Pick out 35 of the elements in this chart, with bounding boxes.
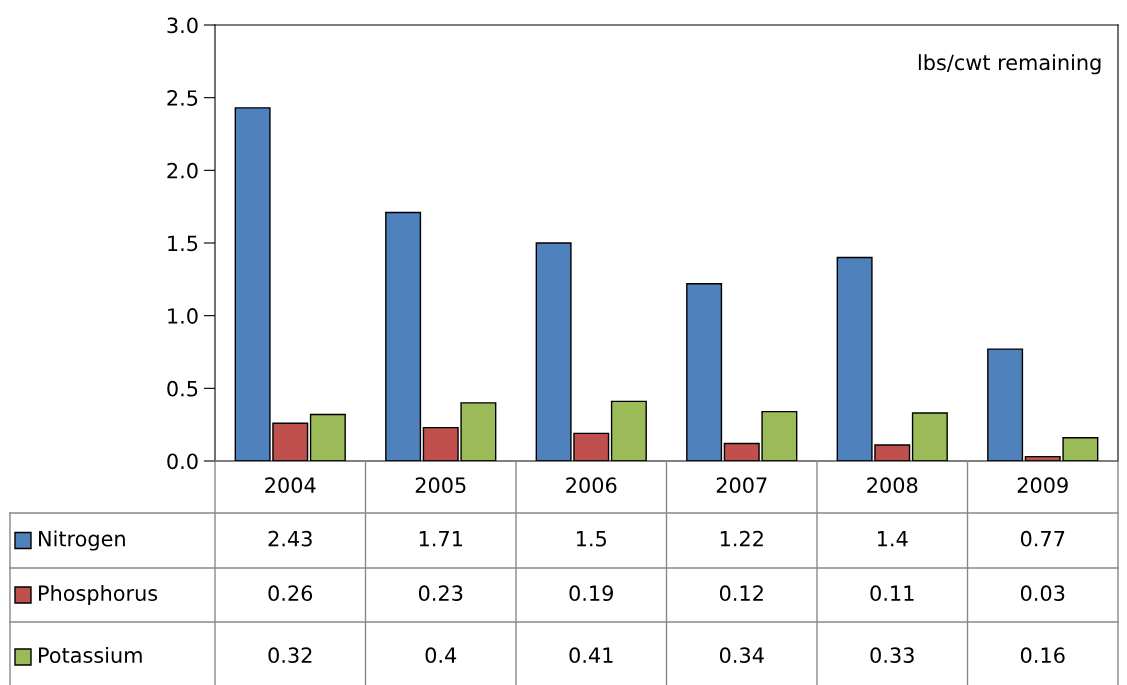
data-label: 0.33: [870, 647, 914, 664]
data-label: 0.03: [1020, 585, 1065, 602]
y-tick-label: 3.0: [167, 17, 198, 34]
y-tick-label: 2.0: [167, 162, 198, 179]
legend-label: Phosphorus: [39, 584, 158, 606]
x-tick-label: 2009: [1017, 477, 1068, 494]
data-label: 1.22: [720, 530, 763, 547]
y-tick-label: 0.5: [167, 380, 198, 397]
y-tick-label: 0.0: [167, 453, 198, 470]
legend-label: Potassium: [39, 646, 142, 664]
data-label: 0.34: [719, 647, 764, 664]
annotation: lbs/cwt remaining: [918, 54, 1101, 75]
legend-label: Nitrogen: [39, 530, 125, 551]
x-tick-label: 2004: [265, 477, 316, 494]
data-label: 0.19: [569, 585, 613, 602]
data-label: 0.11: [870, 585, 914, 602]
x-tick-label: 2006: [566, 477, 617, 494]
data-label: 0.26: [268, 585, 313, 602]
data-label: 0.16: [1020, 647, 1065, 664]
data-label: 0.4: [425, 647, 457, 664]
data-label: 2.43: [268, 530, 312, 547]
data-label: 1.4: [877, 531, 908, 547]
y-tick-label: 2.5: [167, 90, 198, 106]
data-label: 1.5: [576, 531, 606, 547]
x-tick-label: 2005: [415, 477, 466, 494]
x-tick-label: 2007: [716, 477, 767, 494]
y-tick-label: 1.5: [168, 235, 198, 252]
data-label: 0.77: [1020, 530, 1065, 547]
y-tick-label: 1.0: [168, 308, 198, 324]
x-tick-label: 2008: [867, 477, 918, 494]
data-label: 0.23: [418, 585, 463, 602]
data-label: 0.32: [268, 647, 312, 664]
data-label: 1.71: [419, 531, 463, 547]
data-label: 0.41: [569, 647, 613, 664]
data-label: 0.12: [719, 585, 763, 602]
